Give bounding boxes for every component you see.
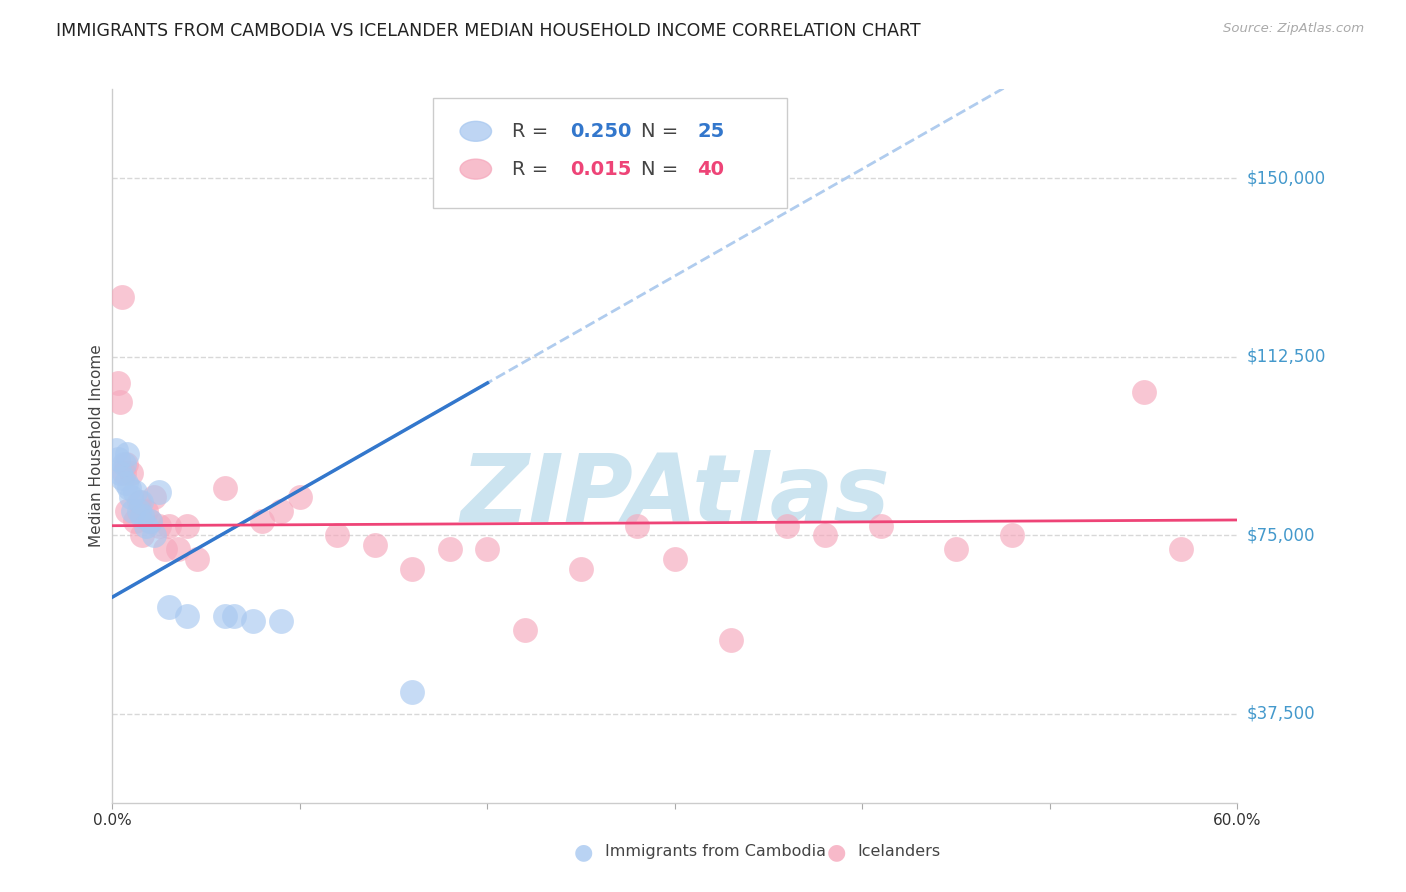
Point [148, 485, 170, 500]
Point [214, 609, 236, 624]
Point [124, 485, 146, 500]
Point [117, 504, 139, 518]
Text: $112,500: $112,500 [1246, 348, 1326, 366]
Point [176, 518, 198, 533]
Text: ●: ● [827, 842, 846, 862]
Text: Source: ZipAtlas.com: Source: ZipAtlas.com [1223, 22, 1364, 36]
Point [270, 504, 292, 518]
Text: 0.250: 0.250 [571, 122, 631, 141]
Text: $150,000: $150,000 [1246, 169, 1326, 187]
Point [252, 514, 274, 528]
Text: 0.015: 0.015 [571, 160, 631, 178]
Point [131, 528, 153, 542]
Y-axis label: Median Household Income: Median Household Income [89, 344, 104, 548]
Point [157, 599, 180, 614]
Point [108, 395, 131, 409]
Point [176, 609, 198, 624]
Point [776, 518, 799, 533]
Text: Icelanders: Icelanders [858, 845, 941, 859]
Circle shape [460, 121, 492, 141]
Point [139, 514, 162, 528]
Point [664, 552, 686, 566]
Point [270, 614, 292, 628]
Point [142, 490, 165, 504]
Point [107, 452, 129, 467]
Point [814, 528, 837, 542]
Point [120, 467, 142, 481]
Point [111, 471, 134, 485]
Text: ZIPAtlas: ZIPAtlas [460, 450, 890, 542]
Point [364, 538, 387, 552]
Text: $37,500: $37,500 [1246, 705, 1315, 723]
Text: $75,000: $75,000 [1246, 526, 1315, 544]
Point [288, 490, 311, 504]
Point [1132, 385, 1154, 400]
Point [242, 614, 264, 628]
Point [118, 481, 141, 495]
Point [112, 457, 135, 471]
Point [131, 509, 153, 524]
Text: IMMIGRANTS FROM CAMBODIA VS ICELANDER MEDIAN HOUSEHOLD INCOME CORRELATION CHART: IMMIGRANTS FROM CAMBODIA VS ICELANDER ME… [56, 22, 921, 40]
Point [326, 528, 349, 542]
Point [186, 552, 208, 566]
FancyBboxPatch shape [433, 98, 787, 209]
Point [122, 504, 145, 518]
Text: R =: R = [512, 160, 554, 178]
Point [1170, 542, 1192, 557]
Point [111, 290, 134, 304]
Point [142, 528, 165, 542]
Point [148, 518, 170, 533]
Point [626, 518, 648, 533]
Point [135, 518, 157, 533]
Point [870, 518, 893, 533]
Point [139, 514, 162, 528]
Point [945, 542, 967, 557]
Point [128, 504, 150, 518]
Circle shape [460, 159, 492, 179]
Point [1001, 528, 1024, 542]
Point [224, 609, 246, 624]
Point [477, 542, 499, 557]
Point [167, 542, 190, 557]
Point [107, 376, 129, 390]
Point [108, 467, 131, 481]
Point [569, 561, 592, 575]
Point [105, 442, 128, 457]
Point [128, 495, 150, 509]
Text: ●: ● [574, 842, 593, 862]
Point [129, 495, 152, 509]
Point [114, 457, 136, 471]
Text: R =: R = [512, 122, 554, 141]
Text: Immigrants from Cambodia: Immigrants from Cambodia [605, 845, 825, 859]
Text: N =: N = [641, 122, 685, 141]
Point [153, 542, 176, 557]
Text: 25: 25 [697, 122, 724, 141]
Point [214, 481, 236, 495]
Point [117, 447, 139, 461]
Text: N =: N = [641, 160, 685, 178]
Point [720, 632, 742, 647]
Point [112, 467, 135, 481]
Point [114, 475, 136, 490]
Point [135, 504, 157, 518]
Point [401, 561, 423, 575]
Point [157, 518, 180, 533]
Point [401, 685, 423, 699]
Point [439, 542, 461, 557]
Text: 40: 40 [697, 160, 724, 178]
Point [513, 624, 536, 638]
Point [124, 514, 146, 528]
Point [120, 490, 142, 504]
